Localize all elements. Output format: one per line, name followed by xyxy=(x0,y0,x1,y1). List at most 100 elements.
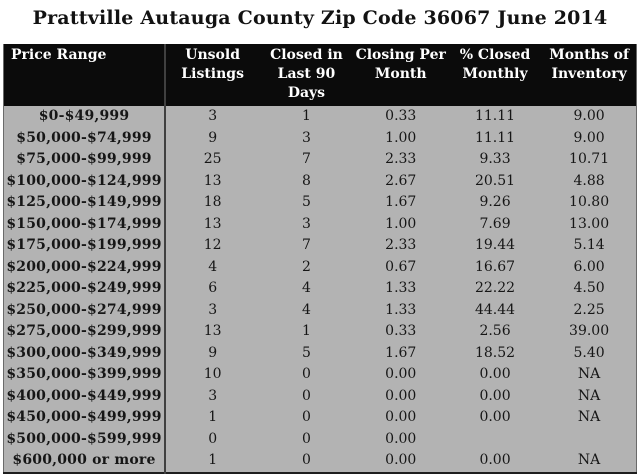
header-closing-per-month: Closing Per Month xyxy=(353,44,448,106)
table-row: $275,000-$299,999 13 1 0.33 2.56 39.00 xyxy=(3,321,637,343)
value-cell: 20.51 xyxy=(474,172,516,189)
value-cell: 2 xyxy=(301,258,311,275)
price-range-cell: $225,000-$249,999 xyxy=(3,278,166,300)
table-row: $75,000-$99,999 25 7 2.33 9.33 10.71 xyxy=(3,149,637,171)
value-cell: 18 xyxy=(203,194,222,210)
value-cell: 1.33 xyxy=(385,280,417,296)
value-cell: 2.56 xyxy=(479,323,511,339)
price-range-cell: $50,000-$74,999 xyxy=(3,127,166,149)
value-cell: 9.00 xyxy=(573,129,605,146)
table-row: $50,000-$74,999 9 3 1.00 11.11 9.00 xyxy=(3,127,637,149)
value-cell: NA xyxy=(577,387,601,404)
value-cell: 7 xyxy=(301,151,311,167)
value-cell: 5 xyxy=(301,344,311,361)
value-cell: 6.00 xyxy=(573,258,605,275)
value-cell: 1.67 xyxy=(385,344,417,361)
header-price-range: Price Range xyxy=(3,44,166,106)
value-cell: 0 xyxy=(301,452,311,468)
value-cell: 13 xyxy=(203,323,222,339)
table-row: $225,000-$249,999 6 4 1.33 22.22 4.50 xyxy=(3,278,637,300)
price-range-cell: $125,000-$149,999 xyxy=(3,192,166,214)
value-cell: 1 xyxy=(301,108,311,124)
header-pct-closed-monthly: % Closed Monthly xyxy=(447,44,543,106)
value-cell: 0 xyxy=(301,387,311,404)
table-row: $350,000-$399,999 10 0 0.00 0.00 NA xyxy=(3,364,637,386)
table-row: $175,000-$199,999 12 7 2.33 19.44 5.14 xyxy=(3,235,637,257)
value-cell: 10.80 xyxy=(569,194,610,210)
value-cell: 16.67 xyxy=(474,258,516,275)
table-row: $125,000-$149,999 18 5 1.67 9.26 10.80 xyxy=(3,192,637,214)
value-cell: 13 xyxy=(203,172,222,189)
value-cell: 3 xyxy=(208,387,218,404)
value-cell: 39.00 xyxy=(569,323,610,339)
value-cell: 0 xyxy=(301,366,311,382)
table-row: $450,000-$499,999 1 0 0.00 0.00 NA xyxy=(3,407,637,429)
value-cell: 19.44 xyxy=(474,237,516,253)
value-cell: 44.44 xyxy=(474,301,516,318)
table-row: $150,000-$174,999 13 3 1.00 7.69 13.00 xyxy=(3,213,637,235)
value-cell: 3 xyxy=(301,215,311,232)
value-cell: 2.25 xyxy=(573,301,605,318)
value-cell: 0.67 xyxy=(385,258,417,275)
value-cell: 7 xyxy=(301,237,311,253)
page-title: Prattville Autauga County Zip Code 36067… xyxy=(32,7,608,29)
table-row: $0-$49,999 3 1 0.33 11.11 9.00 xyxy=(3,106,637,128)
value-cell: 1 xyxy=(208,452,218,468)
report-page: { "chart_data": { "type": "table", "titl… xyxy=(3,7,637,474)
value-cell: 3 xyxy=(208,108,218,124)
value-cell: 4.88 xyxy=(573,172,605,189)
value-cell: 1 xyxy=(208,409,218,425)
value-cell: 5 xyxy=(301,194,311,210)
value-cell xyxy=(448,429,542,451)
price-range-cell: $350,000-$399,999 xyxy=(3,364,166,386)
price-range-cell: $150,000-$174,999 xyxy=(3,213,166,235)
table-row: $500,000-$599,999 0 0 0.00 xyxy=(3,428,637,451)
table-row: $250,000-$274,999 3 4 1.33 44.44 2.25 xyxy=(3,299,637,321)
price-range-cell: $400,000-$449,999 xyxy=(3,385,166,407)
header-unsold-listings: Unsold Listings xyxy=(165,44,260,106)
price-range-cell: $75,000-$99,999 xyxy=(3,149,166,171)
table-row: $100,000-$124,999 13 8 2.67 20.51 4.88 xyxy=(3,170,637,192)
value-cell: 9.33 xyxy=(479,151,511,167)
price-range-cell: $0-$49,999 xyxy=(3,106,166,128)
value-cell xyxy=(542,429,636,451)
table-row: $200,000-$224,999 4 2 0.67 16.67 6.00 xyxy=(3,256,637,278)
value-cell: 1.00 xyxy=(385,129,417,146)
table-header: Price Range Unsold Listings Closed in La… xyxy=(3,44,637,106)
value-cell: 11.11 xyxy=(474,129,516,146)
table-body: $0-$49,999 3 1 0.33 11.11 9.00 $50,000-$74,999… xyxy=(3,106,637,473)
value-cell: 9 xyxy=(208,344,218,361)
value-cell: 3 xyxy=(301,129,311,146)
table-row: $600,000 or more 1 0 0.00 0.00 NA xyxy=(3,450,637,473)
value-cell: 0.00 xyxy=(479,452,511,468)
value-cell: 5.14 xyxy=(573,237,605,253)
value-cell: 9 xyxy=(208,129,218,146)
value-cell: 0.00 xyxy=(479,366,511,382)
value-cell: 2.67 xyxy=(385,172,417,189)
header-row: Price Range Unsold Listings Closed in La… xyxy=(3,44,637,106)
value-cell: 13 xyxy=(203,215,222,232)
table-row: $400,000-$449,999 3 0 0.00 0.00 NA xyxy=(3,385,637,407)
price-range-cell: $250,000-$274,999 xyxy=(3,299,166,321)
value-cell: 3 xyxy=(208,301,218,318)
header-closed-last-90-days: Closed in Last 90 Days xyxy=(259,44,354,106)
value-cell: 4 xyxy=(208,258,218,275)
listings-table: Price Range Unsold Listings Closed in La… xyxy=(3,44,637,474)
value-cell: 12 xyxy=(203,237,222,253)
value-cell: 0.00 xyxy=(385,452,417,468)
value-cell: 0.33 xyxy=(385,323,417,339)
value-cell: 0.00 xyxy=(385,409,417,425)
value-cell: 0.00 xyxy=(479,409,511,425)
value-cell: 5.40 xyxy=(573,344,605,361)
value-cell: 0.00 xyxy=(385,387,417,404)
value-cell: 2.33 xyxy=(385,151,417,167)
value-cell: 0.33 xyxy=(385,108,417,124)
value-cell: 25 xyxy=(203,151,222,167)
price-range-cell: $300,000-$349,999 xyxy=(3,342,166,364)
value-cell: 4.50 xyxy=(573,280,605,296)
value-cell: NA xyxy=(577,409,601,425)
price-range-cell: $275,000-$299,999 xyxy=(3,321,166,343)
value-cell: 0 xyxy=(208,430,218,447)
value-cell: 10.71 xyxy=(569,151,610,167)
value-cell: 1.33 xyxy=(385,301,417,318)
